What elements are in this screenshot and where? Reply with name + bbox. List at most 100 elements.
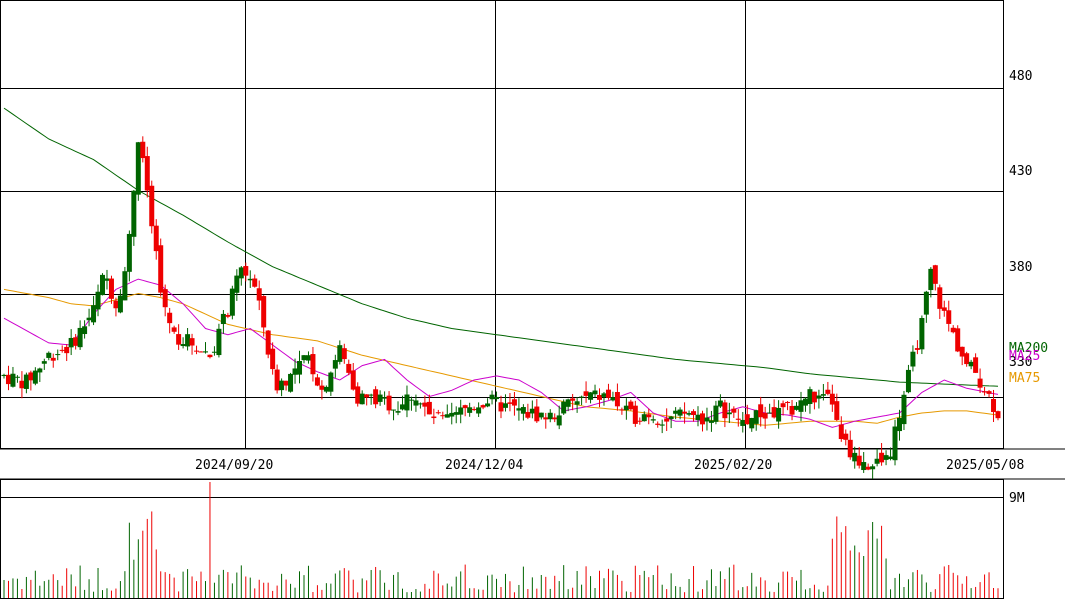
candle-body bbox=[807, 389, 813, 405]
candle-21 bbox=[95, 284, 101, 317]
candle-10 bbox=[46, 351, 52, 361]
candle-body bbox=[86, 317, 92, 321]
candle-130 bbox=[583, 381, 589, 403]
candle-body bbox=[789, 405, 795, 415]
candle-body bbox=[319, 385, 325, 390]
candle-116 bbox=[520, 404, 526, 421]
candle-182 bbox=[816, 389, 822, 409]
candle-109 bbox=[489, 390, 495, 405]
candle-200 bbox=[896, 409, 902, 441]
candle-body bbox=[637, 420, 643, 422]
candle-body bbox=[583, 391, 589, 396]
candle-body bbox=[588, 392, 594, 400]
price-tick-1: 430 bbox=[1009, 164, 1032, 179]
candle-body bbox=[32, 370, 38, 384]
candle-192 bbox=[861, 452, 867, 473]
candle-127 bbox=[570, 393, 576, 411]
candle-body bbox=[243, 266, 249, 276]
candle-body bbox=[561, 401, 567, 414]
candle-body bbox=[574, 401, 580, 405]
candle-body bbox=[399, 404, 405, 410]
candle-body bbox=[404, 394, 410, 411]
candle-125 bbox=[561, 399, 567, 415]
candle-57 bbox=[256, 280, 262, 311]
ma25-line bbox=[3, 278, 999, 428]
candle-78 bbox=[350, 362, 356, 391]
candle-22 bbox=[100, 273, 106, 296]
candle-46 bbox=[207, 354, 213, 359]
candle-body bbox=[655, 423, 661, 425]
candle-body bbox=[776, 407, 782, 422]
candle-206 bbox=[923, 290, 929, 323]
candle-body bbox=[256, 288, 262, 301]
candle-208 bbox=[932, 264, 938, 291]
candle-62 bbox=[279, 378, 285, 397]
candle-170 bbox=[762, 406, 768, 429]
candle-150 bbox=[673, 407, 679, 420]
candle-121 bbox=[543, 412, 549, 429]
candle-body bbox=[471, 409, 477, 411]
candle-122 bbox=[547, 409, 553, 423]
candle-body bbox=[673, 410, 679, 414]
candle-body bbox=[55, 354, 61, 356]
candle-123 bbox=[552, 413, 558, 423]
candle-body bbox=[467, 407, 473, 413]
candle-body bbox=[870, 466, 876, 470]
candle-75 bbox=[337, 340, 343, 365]
candle-52 bbox=[234, 269, 240, 301]
ma25-path bbox=[3, 278, 999, 428]
candle-138 bbox=[619, 407, 625, 415]
candle-body bbox=[879, 452, 885, 463]
candle-163 bbox=[731, 406, 737, 418]
candle-218 bbox=[977, 368, 983, 394]
candle-70 bbox=[314, 374, 320, 387]
candle-14 bbox=[64, 344, 70, 362]
ma200-path bbox=[3, 107, 999, 387]
candle-body bbox=[113, 300, 119, 309]
candle-body bbox=[140, 141, 146, 159]
candle-body bbox=[77, 327, 83, 348]
candle-211 bbox=[946, 300, 952, 332]
candle-body bbox=[601, 393, 607, 397]
candle-26 bbox=[117, 289, 123, 314]
candle-body bbox=[923, 291, 929, 315]
candle-23 bbox=[104, 269, 110, 290]
candle-body bbox=[529, 408, 535, 414]
candle-7 bbox=[32, 367, 38, 386]
candle-166 bbox=[744, 404, 750, 425]
candle-32 bbox=[144, 146, 150, 198]
candle-55 bbox=[247, 270, 253, 288]
candle-body bbox=[910, 351, 916, 367]
candle-164 bbox=[735, 409, 741, 427]
candle-body bbox=[762, 412, 768, 419]
candle-199 bbox=[892, 419, 898, 466]
candle-37 bbox=[167, 307, 173, 334]
date-tick-3: 2025/05/08 bbox=[946, 458, 1024, 473]
candle-209 bbox=[937, 284, 943, 320]
candle-100 bbox=[449, 402, 455, 425]
candle-13 bbox=[59, 345, 65, 353]
candle-80 bbox=[359, 390, 365, 405]
candle-body bbox=[641, 414, 647, 422]
candle-body bbox=[802, 398, 808, 406]
candle-body bbox=[901, 394, 907, 425]
candle-196 bbox=[879, 442, 885, 466]
price-tick-0: 480 bbox=[1009, 69, 1032, 84]
candle-0 bbox=[1, 373, 7, 379]
candle-body bbox=[108, 278, 114, 299]
candle-106 bbox=[476, 402, 482, 417]
candle-body bbox=[852, 452, 858, 462]
candle-body bbox=[991, 399, 997, 413]
candle-158 bbox=[708, 410, 714, 432]
candle-body bbox=[422, 402, 428, 407]
candle-221 bbox=[991, 389, 997, 422]
candle-body bbox=[968, 361, 974, 367]
candle-body bbox=[664, 418, 670, 422]
candle-body bbox=[37, 368, 43, 373]
candle-body bbox=[332, 360, 338, 369]
candle-87 bbox=[391, 409, 397, 421]
date-tick-2: 2025/02/20 bbox=[694, 458, 772, 473]
candle-body bbox=[100, 274, 106, 296]
candle-194 bbox=[870, 464, 876, 479]
candle-35 bbox=[158, 238, 164, 297]
